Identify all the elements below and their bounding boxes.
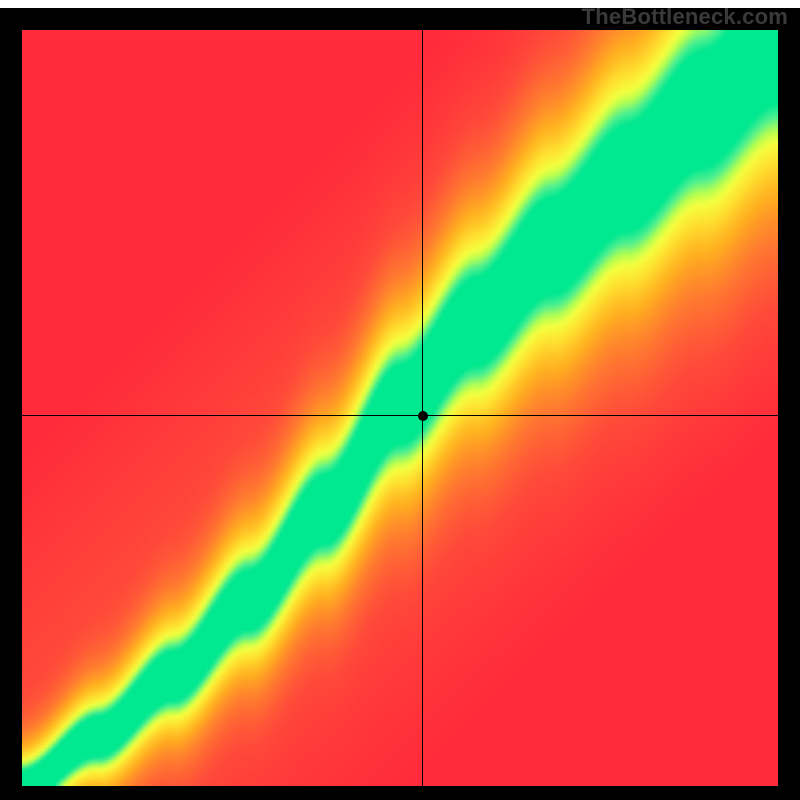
crosshair-marker-dot [418, 411, 428, 421]
watermark-text: TheBottleneck.com [582, 4, 788, 30]
heatmap-canvas [22, 30, 778, 786]
crosshair-horizontal [22, 415, 778, 416]
crosshair-vertical [422, 30, 423, 786]
chart-container: TheBottleneck.com [0, 0, 800, 800]
